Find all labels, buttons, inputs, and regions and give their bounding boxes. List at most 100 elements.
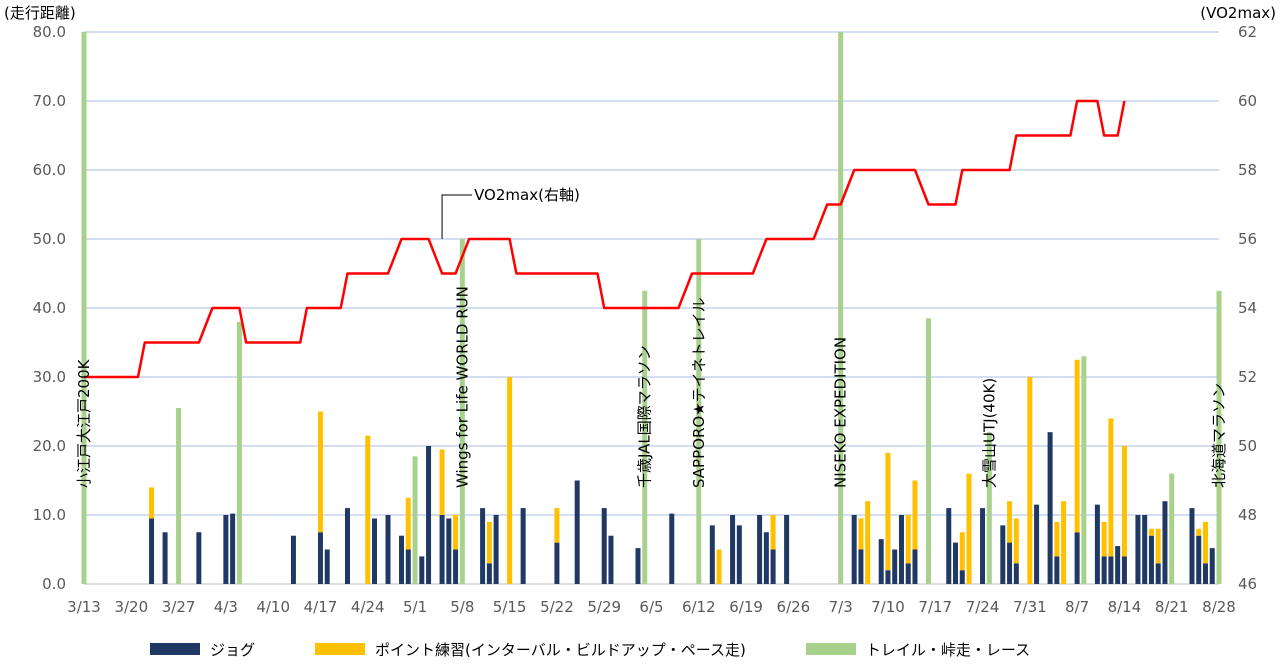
point-bar <box>439 449 445 515</box>
jog-bar <box>885 570 891 584</box>
jog-bar <box>317 532 323 584</box>
y2-tick-label: 52 <box>1238 368 1257 386</box>
race-label: Wings for Life WORLD RUN <box>453 286 471 488</box>
point-bar <box>858 518 864 550</box>
jog-bar <box>446 518 452 584</box>
y-tick-label: 10.0 <box>33 506 66 524</box>
y2-tick-label: 48 <box>1238 506 1257 524</box>
jog-bar <box>1013 563 1019 584</box>
point-bar <box>1027 377 1033 584</box>
jog-bar <box>419 556 425 584</box>
x-tick-label: 4/17 <box>304 598 338 616</box>
jog-bar <box>1142 515 1148 584</box>
point-bar <box>554 508 560 543</box>
bars <box>81 32 1222 584</box>
jog-bar <box>980 508 986 584</box>
point-bar <box>959 532 965 571</box>
race-label: 大雪山UTJ(40K) <box>980 378 998 488</box>
trail-bar <box>412 456 418 584</box>
point-bar <box>716 549 722 584</box>
jog-bar <box>1155 563 1161 584</box>
race-label: NISEKO EXPEDITION <box>832 337 850 488</box>
jog-bar <box>1054 556 1060 584</box>
jog-bar <box>1135 515 1141 584</box>
jog-bar <box>858 549 864 584</box>
jog-bar <box>1121 556 1127 584</box>
jog-bar <box>223 515 229 584</box>
jog-bar <box>196 532 202 584</box>
trail-bar <box>176 408 182 584</box>
y2-tick-label: 54 <box>1238 299 1257 317</box>
jog-bar <box>344 508 350 584</box>
point-bar <box>1074 359 1080 533</box>
legend: ジョグ ポイント練習(インターバル・ビルドアップ・ペース走) トレイル・峠走・レ… <box>150 636 1090 662</box>
jog-bar <box>162 532 168 584</box>
y-tick-label: 40.0 <box>33 299 66 317</box>
x-tick-label: 4/3 <box>214 598 238 616</box>
point-bar <box>453 515 459 550</box>
jog-bar <box>1148 535 1154 584</box>
left-axis-title: (走行距離) <box>4 4 76 22</box>
jog-bar <box>520 508 526 584</box>
jog-bar <box>635 548 641 584</box>
jog-bar <box>770 549 776 584</box>
x-tick-label: 8/21 <box>1155 598 1189 616</box>
point-bar <box>1013 518 1019 564</box>
jog-bar <box>372 518 378 584</box>
point-bar <box>1061 501 1067 584</box>
x-tick-label: 4/10 <box>256 598 290 616</box>
x-tick-label: 5/15 <box>493 598 527 616</box>
jog-bar <box>1000 525 1006 584</box>
x-tick-label: 4/24 <box>351 598 385 616</box>
legend-swatch-trail <box>805 643 856 655</box>
race-label: SAPPORO★テイネトレイル <box>690 297 708 488</box>
jog-bar <box>1115 546 1121 584</box>
jog-bar <box>426 446 432 584</box>
right-axis-title: (VO2max) <box>1200 4 1276 22</box>
x-tick-label: 6/12 <box>682 598 716 616</box>
y2-tick-label: 62 <box>1238 23 1257 41</box>
trail-bar <box>1169 473 1175 584</box>
jog-bar <box>439 515 445 584</box>
jog-bar <box>290 535 296 584</box>
jog-bar <box>399 535 405 584</box>
x-tick-label: 5/22 <box>540 598 574 616</box>
jog-bar <box>784 515 790 584</box>
x-tick-label: 8/28 <box>1202 598 1236 616</box>
x-axis-ticks: 3/13 3/20 3/27 4/3 4/10 4/17 4/24 5/1 5/8 5/15 5/2… <box>67 598 1236 616</box>
x-tick-label: 7/31 <box>1013 598 1047 616</box>
legend-item-point: ポイント練習(インターバル・ビルドアップ・ペース走) <box>315 639 746 660</box>
jog-bar <box>905 563 911 584</box>
point-bar <box>405 497 411 550</box>
jog-bar <box>1108 556 1114 584</box>
jog-bar <box>480 508 486 584</box>
jog-bar <box>1074 532 1080 584</box>
point-bar <box>770 515 776 550</box>
x-tick-label: 5/1 <box>403 598 427 616</box>
jog-bar <box>1094 504 1100 584</box>
jog-bar <box>892 549 898 584</box>
point-bar <box>1108 418 1114 557</box>
jog-bar <box>493 515 499 584</box>
vo2max-series-line <box>84 99 1126 379</box>
trail-bar <box>642 290 648 584</box>
trail-bar <box>696 239 702 584</box>
y2-tick-label: 60 <box>1238 92 1257 110</box>
point-bar <box>1007 501 1013 543</box>
x-tick-label: 3/27 <box>162 598 196 616</box>
jog-bar <box>709 525 715 584</box>
point-bar <box>1202 521 1208 564</box>
y-tick-label: 60.0 <box>33 161 66 179</box>
trail-bar <box>81 32 87 584</box>
race-labels: 小江戸大江戸200K Wings for Life WORLD RUN 千歳JAL国… <box>75 286 1228 488</box>
y-tick-label: 80.0 <box>33 23 66 41</box>
trail-bar <box>1216 290 1222 584</box>
x-tick-label: 7/10 <box>871 598 905 616</box>
y2-tick-label: 46 <box>1238 575 1257 593</box>
legend-label-point: ポイント練習(インターバル・ビルドアップ・ペース走) <box>375 640 746 659</box>
point-bar <box>912 480 918 550</box>
point-bar <box>1121 446 1127 557</box>
jog-bar <box>1007 542 1013 584</box>
point-bar <box>966 473 972 584</box>
point-bar <box>1054 521 1060 557</box>
